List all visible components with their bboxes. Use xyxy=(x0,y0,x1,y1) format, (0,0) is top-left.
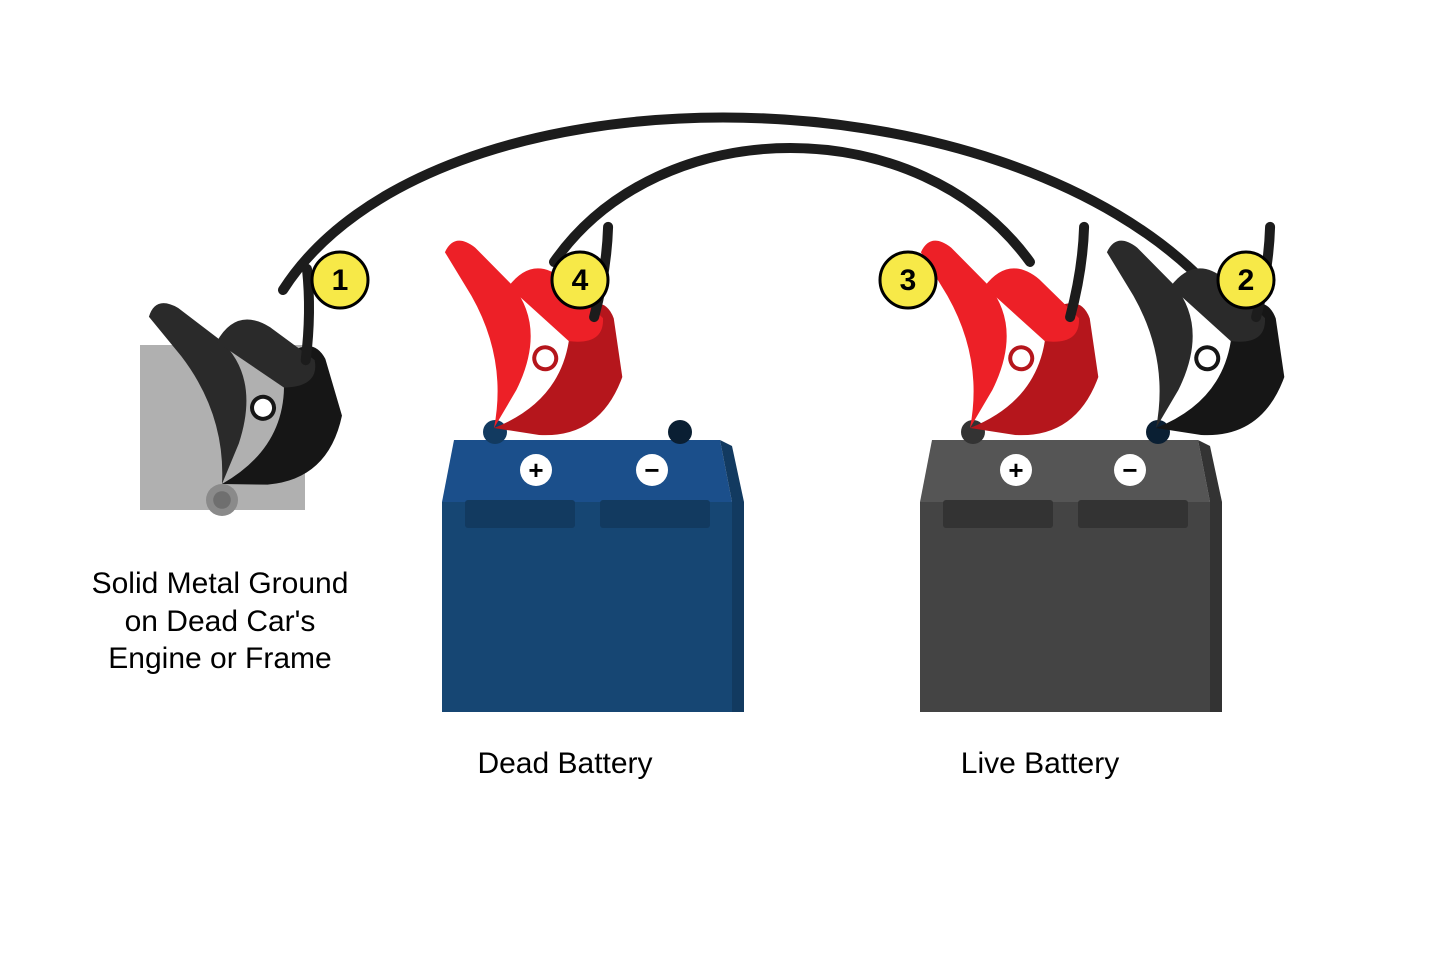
dead-battery-label: Dead Battery xyxy=(445,745,685,783)
clamp-4-red xyxy=(429,190,669,456)
diagram-canvas: + − + − 1 4 3 2 xyxy=(0,0,1440,961)
ground-label: Solid Metal Groundon Dead Car'sEngine or… xyxy=(50,565,390,678)
live-battery-label: Live Battery xyxy=(920,745,1160,783)
step-badge-number-4: 4 xyxy=(572,264,589,297)
step-badge-number-3: 3 xyxy=(900,264,917,297)
clamp-3-red xyxy=(905,190,1145,456)
step-badge-number-2: 2 xyxy=(1238,264,1255,297)
black-cable xyxy=(283,118,1212,291)
clamp-2-black xyxy=(1091,190,1331,456)
live-battery xyxy=(920,420,1222,712)
step-badge-number-1: 1 xyxy=(332,264,349,297)
terminal-glyph-dead_neg: − xyxy=(644,455,659,485)
terminal-glyph-live_pos: + xyxy=(1008,455,1023,485)
ground-bolt-inner xyxy=(213,491,231,509)
dead-battery xyxy=(442,420,744,712)
terminal-glyph-dead_pos: + xyxy=(528,455,543,485)
terminal-glyph-live_neg: − xyxy=(1122,455,1137,485)
red-cable xyxy=(554,148,1030,262)
